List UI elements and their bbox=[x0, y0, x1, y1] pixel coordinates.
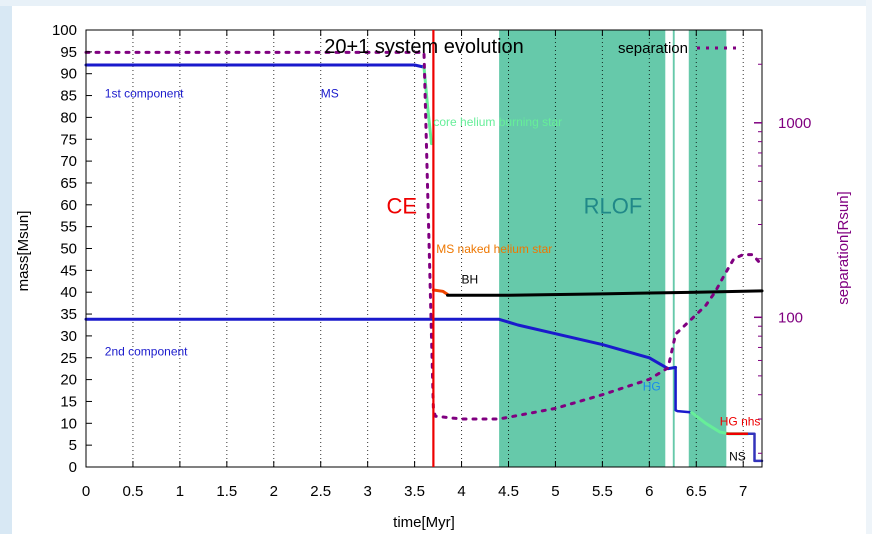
x-tick-label-14: 7 bbox=[739, 483, 747, 500]
series-2nd-component bbox=[84, 317, 678, 371]
y-tick-label-9: 45 bbox=[60, 262, 77, 279]
y2-tick-label-1: 100 bbox=[778, 309, 803, 326]
x-tick-label-12: 6 bbox=[645, 483, 653, 500]
annotation-core-helium-burning-star: core helium burning star bbox=[433, 115, 562, 129]
y-tick-label-13: 65 bbox=[60, 175, 77, 192]
y-tick-label-10: 50 bbox=[60, 241, 77, 258]
legend-label: separation bbox=[618, 40, 688, 57]
series-hg bbox=[674, 366, 693, 414]
y-tick-label-17: 85 bbox=[60, 88, 77, 105]
x-tick-label-9: 4.5 bbox=[498, 483, 519, 500]
y-tick-label-14: 70 bbox=[60, 153, 77, 170]
x-tick-label-2: 1 bbox=[176, 483, 184, 500]
x-tick-label-5: 2.5 bbox=[310, 483, 331, 500]
y2-axis-label: separation[Rsun] bbox=[835, 191, 852, 304]
y-tick-label-11: 55 bbox=[60, 219, 77, 236]
y-tick-label-16: 80 bbox=[60, 109, 77, 126]
x-tick-label-7: 3.5 bbox=[404, 483, 425, 500]
x-tick-label-1: 0.5 bbox=[123, 483, 144, 500]
y-tick-label-1: 5 bbox=[69, 437, 77, 454]
y2-tick-label-0: 1000 bbox=[778, 115, 811, 132]
y-tick-label-8: 40 bbox=[60, 284, 77, 301]
y-tick-label-6: 30 bbox=[60, 328, 77, 345]
series-bh bbox=[446, 289, 764, 297]
x-tick-label-4: 2 bbox=[270, 483, 278, 500]
y-tick-label-12: 60 bbox=[60, 197, 77, 214]
rlof-region-0 bbox=[499, 30, 666, 467]
y-tick-label-0: 0 bbox=[69, 459, 77, 476]
y-tick-label-2: 10 bbox=[60, 415, 77, 432]
annotation-ms-naked-helium-star: MS naked helium star bbox=[436, 242, 552, 256]
y-tick-label-7: 35 bbox=[60, 306, 77, 323]
x-tick-label-6: 3 bbox=[363, 483, 371, 500]
annotation-bh: BH bbox=[462, 272, 479, 286]
x-tick-label-13: 6.5 bbox=[686, 483, 707, 500]
window-frame-left bbox=[0, 0, 12, 534]
x-tick-label-8: 4 bbox=[457, 483, 465, 500]
annotation-rlof: RLOF bbox=[584, 194, 643, 219]
window-frame-right bbox=[866, 0, 872, 534]
y-tick-label-15: 75 bbox=[60, 131, 77, 148]
annotation-ms: MS bbox=[321, 87, 339, 101]
y-tick-label-20: 100 bbox=[52, 22, 77, 39]
series-ms-naked-helium-star bbox=[431, 288, 449, 296]
x-tick-label-3: 1.5 bbox=[216, 483, 237, 500]
x-axis-label: time[Myr] bbox=[393, 514, 455, 531]
annotation-2nd-component: 2nd component bbox=[105, 345, 188, 359]
annotation-ns: NS bbox=[729, 449, 746, 463]
annotation-ce: CE bbox=[386, 194, 417, 219]
window-frame-top bbox=[0, 0, 872, 6]
x-tick-label-0: 0 bbox=[82, 483, 90, 500]
y-tick-label-4: 20 bbox=[60, 372, 77, 389]
y-tick-label-5: 25 bbox=[60, 350, 77, 367]
series-ns bbox=[746, 432, 764, 463]
chart-title: 20+1 system evolution bbox=[324, 36, 524, 58]
annotation-hg: HG bbox=[643, 380, 661, 394]
y-tick-label-19: 95 bbox=[60, 44, 77, 61]
series-separation bbox=[84, 50, 764, 421]
y-tick-label-18: 90 bbox=[60, 66, 77, 83]
x-tick-label-10: 5 bbox=[551, 483, 559, 500]
x-tick-label-11: 5.5 bbox=[592, 483, 613, 500]
y-tick-label-3: 15 bbox=[60, 393, 77, 410]
y-axis-label: mass[Msun] bbox=[15, 211, 32, 292]
rlof-region-1 bbox=[672, 30, 675, 467]
series-1st-component bbox=[84, 63, 426, 69]
legend: separation bbox=[618, 40, 740, 57]
annotation-hg-nhs: HG nhs bbox=[720, 414, 761, 428]
annotation-1st-component: 1st component bbox=[105, 87, 184, 101]
rlof-region-2 bbox=[688, 30, 727, 467]
series-core-helium-burning-star bbox=[422, 65, 433, 146]
